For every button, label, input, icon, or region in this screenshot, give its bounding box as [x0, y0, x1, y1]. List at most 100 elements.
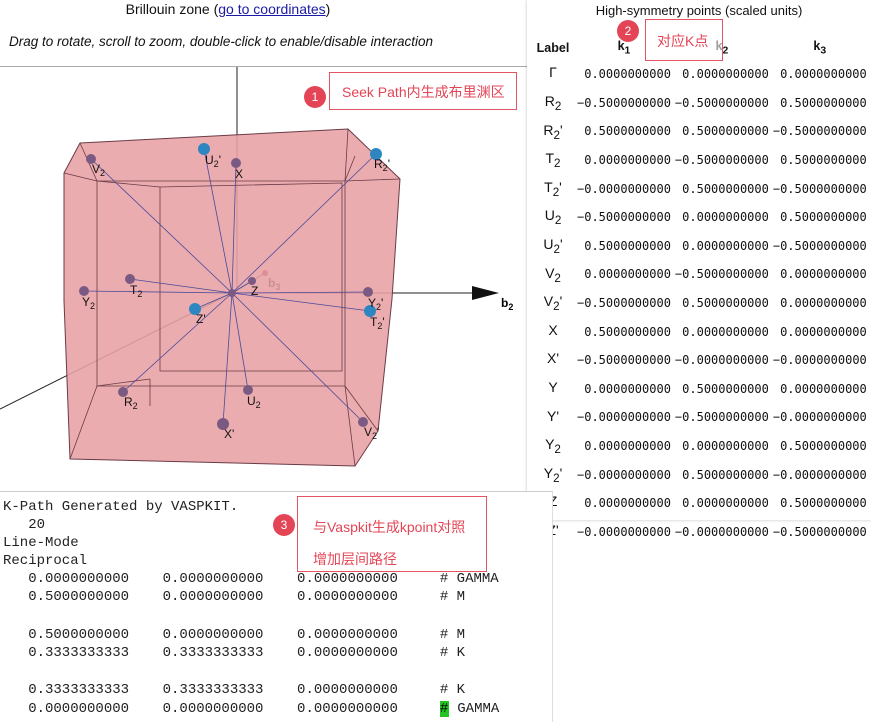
row-k3: 0.0000000000 [780, 324, 867, 339]
row-label: V2 [545, 264, 561, 285]
annotation-3-line1: 与Vaspkit生成kpoint对照 [313, 519, 466, 535]
high-symmetry-title: High-symmetry points (scaled units) [595, 3, 803, 18]
brillouin-zone-title: Brillouin zone (go to coordinates) [0, 1, 456, 17]
row-k3: −0.0000000000 [772, 353, 867, 368]
row-label: X' [546, 350, 560, 367]
table-row: Z'−0.0000000000−0.0000000000−0.500000000… [531, 518, 869, 547]
label-t2: T2 [130, 283, 142, 299]
row-k2: −0.5000000000 [674, 267, 769, 282]
v2p-point [358, 417, 368, 427]
label-v2: V2 [92, 162, 105, 178]
cursor-mark: # [439, 701, 449, 717]
label-x: X [235, 167, 243, 181]
high-symmetry-panel: High-symmetry points (scaled units) Labe… [527, 0, 871, 539]
v2-point [86, 154, 96, 164]
go-to-coordinates-link[interactable]: go to coordinates [218, 1, 326, 17]
console-line: Reciprocal [3, 553, 88, 569]
row-k3: 0.5000000000 [780, 496, 867, 511]
table-row: U2 −0.5000000000 0.0000000000 0.5000000000 [531, 203, 869, 232]
row-k1: −0.0000000000 [577, 181, 671, 196]
axis-b2-arrowhead [472, 286, 499, 300]
header-label: Label [536, 41, 570, 55]
axis-b2-label: b2 [501, 296, 513, 312]
row-k2: 0.0000000000 [682, 496, 769, 511]
annotation-2-box: 对应K点 [645, 19, 723, 61]
table-row: Γ 0.0000000000 0.0000000000 0.0000000000 [531, 60, 869, 89]
row-k1: −0.5000000000 [577, 95, 671, 110]
row-k1: −0.0000000000 [577, 467, 671, 482]
u2p-point [198, 143, 210, 155]
brillouin-zone-canvas[interactable]: b2 b3 [0, 1, 530, 479]
row-k3: 0.0000000000 [780, 267, 867, 282]
row-k3: 0.0000000000 [780, 67, 867, 82]
y2-point [79, 286, 89, 296]
row-k1: −0.5000000000 [577, 296, 671, 311]
row-k1: −0.5000000000 [577, 210, 671, 225]
table-row: U2' 0.5000000000 0.0000000000 −0.5000000000 [531, 232, 869, 261]
label-u2: U2 [247, 394, 261, 410]
annotation-1-box: Seek Path内生成布里渊区 [329, 72, 517, 110]
row-k2: 0.5000000000 [682, 124, 769, 139]
row-k2: 0.5000000000 [682, 467, 769, 482]
high-symmetry-table: Label k1 k2 k3 Γ0.00000000000.0000000000… [531, 36, 869, 546]
row-label: Z [548, 493, 558, 510]
brillouin-zone-edges [63, 128, 401, 467]
row-label: U2' [543, 235, 563, 256]
row-k2: −0.0000000000 [674, 524, 769, 539]
row-k1: −0.0000000000 [577, 410, 671, 425]
t2-point [125, 274, 135, 284]
brillouin-zone-viewer[interactable]: b2 b3 [0, 66, 530, 479]
kpoint-labels: U2' X V2 R2' T2 Z Y2 Z' Y2' T2' R2 U2 X'… [82, 153, 390, 441]
row-k2: 0.5000000000 [682, 296, 769, 311]
title-suffix: ) [325, 1, 331, 17]
table-row: Y' −0.0000000000 −0.5000000000 −0.000000000… [531, 403, 869, 432]
row-k2: 0.5000000000 [682, 181, 769, 196]
label-z: Z [251, 284, 258, 298]
row-k3: 0.5000000000 [780, 439, 867, 454]
console-line: 0.5000000000 0.0000000000 0.0000000000 #… [3, 589, 466, 605]
annotation-2-badge: 2 [617, 20, 639, 42]
table-row: Y 0.0000000000 0.5000000000 0.0000000000 [531, 375, 869, 404]
row-k1: 0.5000000000 [584, 124, 671, 139]
row-label: V2' [543, 293, 563, 313]
annotation-1-badge: 1 [304, 86, 326, 108]
row-label: Y2 [545, 436, 561, 456]
row-k2: −0.5000000000 [674, 153, 769, 168]
console-line: 20 [3, 517, 46, 533]
row-label: Y2' [543, 464, 563, 485]
table-row: V2' −0.5000000000 0.5000000000 0.0000000000 [531, 289, 869, 318]
row-k2: −0.5000000000 [674, 410, 769, 425]
label-zp: Z' [196, 312, 206, 326]
annotation-3-line2: 增加层间路径 [313, 551, 397, 567]
row-k2: 0.0000000000 [682, 439, 769, 454]
row-k2: −0.0000000000 [674, 353, 769, 368]
label-y2p: Y2' [368, 296, 383, 312]
console-line: 0.0000000000 0.0000000000 0.0000000000 #… [3, 571, 499, 587]
console-line-last: 0.0000000000 0.0000000000 0.0000000000 #… [3, 701, 500, 717]
row-k1: −0.0000000000 [577, 524, 671, 539]
row-k2: 0.0000000000 [682, 67, 769, 82]
label-y2: Y2 [82, 295, 95, 311]
row-k1: 0.5000000000 [584, 238, 671, 253]
row-k3: −0.0000000000 [772, 410, 867, 425]
row-k1: 0.5000000000 [584, 324, 671, 339]
row-k3: −0.5000000000 [772, 124, 867, 139]
row-label: Y [548, 378, 558, 395]
row-label: Γ [549, 64, 557, 81]
console-line: Line-Mode [3, 535, 79, 551]
console-line: 0.3333333333 0.3333333333 0.0000000000 #… [3, 682, 466, 698]
label-r2p: R2' [374, 157, 390, 173]
row-k3: 0.0000000000 [780, 296, 867, 311]
table-body: Γ 0.0000000000 0.0000000000 0.0000000000 R2−… [531, 60, 869, 546]
row-k3: −0.5000000000 [772, 524, 867, 539]
row-label: R2 [544, 92, 562, 113]
console-line: K-Path Generated by VASPKIT. [3, 499, 239, 515]
zp-point [189, 303, 201, 315]
table-row: R2' 0.5000000000 0.5000000000 −0.5000000000 [531, 117, 869, 146]
y2p-point [363, 287, 373, 297]
row-k3: −0.5000000000 [772, 238, 867, 253]
row-k1: 0.0000000000 [584, 381, 671, 396]
u2-point [243, 385, 253, 395]
table-row: R2 −0.5000000000 −0.5000000000 0.5000000000 [531, 89, 869, 118]
annotation-3-badge: 3 [273, 514, 295, 536]
